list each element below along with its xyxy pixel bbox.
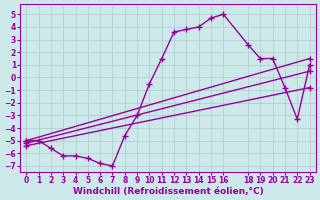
X-axis label: Windchill (Refroidissement éolien,°C): Windchill (Refroidissement éolien,°C) (73, 187, 263, 196)
